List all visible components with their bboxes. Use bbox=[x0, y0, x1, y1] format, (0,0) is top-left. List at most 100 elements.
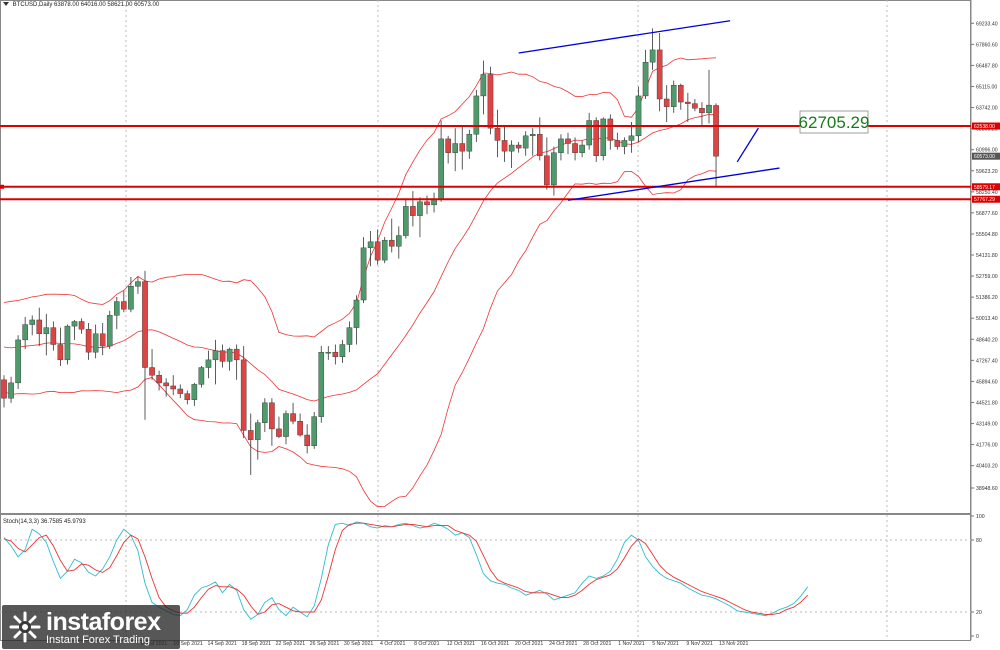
stochastic-tick-label: 0 bbox=[976, 634, 979, 640]
candle-body bbox=[290, 413, 296, 422]
date-tick-label: 16 Oct 2021 bbox=[481, 641, 509, 647]
price-tick-label: 38948.60 bbox=[976, 486, 998, 492]
candle-body bbox=[184, 393, 191, 400]
candle-body bbox=[593, 120, 599, 156]
bollinger-upper-band bbox=[3, 57, 717, 338]
candle-body bbox=[283, 413, 289, 437]
date-tick-label: 12 Oct 2021 bbox=[447, 641, 475, 647]
candle-body bbox=[424, 201, 430, 206]
price-tick-label: 67860.60 bbox=[976, 42, 998, 48]
candle-body bbox=[381, 239, 388, 261]
price-tick-label: 51386.20 bbox=[976, 295, 998, 301]
candle-body bbox=[522, 135, 529, 149]
stochastic-tick-label: 20 bbox=[976, 610, 982, 616]
date-tick-label: 28 Oct 2021 bbox=[583, 641, 611, 647]
price-tick-label: 55504.80 bbox=[976, 232, 998, 238]
price-tick-label: 48640.20 bbox=[976, 337, 998, 343]
date-tick-label: 1 Nov 2021 bbox=[618, 641, 645, 647]
date-tick-label: 8 Oct 2021 bbox=[414, 641, 439, 647]
candle-body bbox=[374, 241, 381, 261]
candle-body bbox=[78, 321, 85, 330]
candle-body bbox=[628, 135, 635, 141]
date-tick-label: 20 Oct 2021 bbox=[515, 641, 543, 647]
oscillator-header: Stoch(14,3,3) 36.7585 45.9793 bbox=[3, 519, 86, 525]
candle-body bbox=[121, 301, 127, 310]
current-price-label: 60573.00 bbox=[974, 154, 995, 160]
price-tick-label: 41776.00 bbox=[976, 443, 998, 449]
candle-body bbox=[198, 367, 205, 385]
candle-body bbox=[254, 422, 261, 440]
candle-body bbox=[353, 299, 360, 328]
candle-body bbox=[233, 348, 240, 361]
date-tick-label: 14 Sep 2021 bbox=[207, 641, 237, 647]
symbol-label: BTCUSD,Daily bbox=[12, 2, 53, 8]
price-annotation-text: 62705.29 bbox=[799, 113, 870, 132]
candle-body bbox=[515, 144, 522, 149]
price-tick-label: 40403.20 bbox=[976, 464, 998, 470]
candle-body bbox=[445, 138, 451, 153]
candle-body bbox=[551, 152, 557, 186]
price-tick-label: 60996.00 bbox=[976, 148, 998, 154]
candle-body bbox=[635, 95, 642, 137]
date-tick-label: 13 Nov 2021 bbox=[719, 641, 749, 647]
candle-body bbox=[494, 127, 501, 141]
level-left-marker bbox=[0, 184, 4, 189]
level-price-label: 62538.00 bbox=[974, 124, 995, 130]
chart-header: BTCUSD,Daily 63878.00 64016.00 58621.00 … bbox=[3, 2, 159, 8]
candle-body bbox=[29, 319, 36, 325]
date-tick-label: 24 Oct 2021 bbox=[549, 641, 577, 647]
candle-body bbox=[50, 327, 57, 345]
stochastic-k-line bbox=[3, 521, 809, 620]
candle-body bbox=[466, 134, 473, 152]
price-tick-label: 69233.40 bbox=[976, 21, 998, 27]
price-tick-label: 62369.20 bbox=[976, 127, 998, 133]
trendline-lower-channel bbox=[567, 167, 780, 201]
instaforex-globe-icon bbox=[9, 611, 41, 643]
candle-body bbox=[600, 118, 607, 156]
candle-body bbox=[607, 118, 614, 141]
candle-body bbox=[699, 108, 705, 114]
candle-body bbox=[508, 144, 515, 152]
candle-body bbox=[113, 301, 120, 316]
candle-body bbox=[85, 328, 92, 353]
candle-body bbox=[149, 367, 155, 376]
candle-body bbox=[106, 315, 113, 347]
candle-body bbox=[1, 379, 7, 399]
candle-body bbox=[565, 138, 571, 144]
price-tick-label: 50013.40 bbox=[976, 316, 998, 322]
candle-body bbox=[656, 49, 663, 100]
level-price-label: 58579.17 bbox=[974, 185, 995, 191]
price-tick-label: 65115.00 bbox=[976, 84, 997, 90]
candle-body bbox=[346, 327, 353, 345]
candle-body bbox=[388, 239, 395, 247]
price-tick-label: 43149.00 bbox=[976, 422, 998, 428]
candle-body bbox=[170, 385, 177, 390]
candle-body bbox=[177, 388, 184, 394]
candle-body bbox=[226, 348, 233, 362]
dropdown-triangle-icon[interactable] bbox=[3, 2, 9, 7]
price-tick-label: 44521.80 bbox=[976, 400, 998, 406]
candle-body bbox=[276, 428, 282, 437]
candle-body bbox=[205, 359, 212, 368]
price-tick-label: 59623.20 bbox=[976, 169, 998, 175]
candle-body bbox=[262, 402, 268, 423]
candle-body bbox=[156, 374, 162, 384]
candle-body bbox=[544, 155, 550, 186]
candle-body bbox=[332, 351, 339, 357]
bollinger-middle-band bbox=[3, 113, 717, 402]
candle-body bbox=[43, 327, 50, 334]
candle-body bbox=[219, 350, 226, 362]
candle-body bbox=[473, 95, 480, 135]
candle-body bbox=[706, 104, 712, 114]
candle-body bbox=[22, 324, 28, 341]
level-price-label: 57767.29 bbox=[974, 197, 995, 203]
candle-body bbox=[642, 61, 649, 97]
candle-body bbox=[360, 247, 367, 301]
candle-body bbox=[678, 84, 684, 103]
candle-body bbox=[480, 74, 487, 97]
candle-body bbox=[403, 206, 409, 236]
candle-body bbox=[36, 319, 43, 334]
bollinger-lower-band bbox=[3, 170, 717, 508]
